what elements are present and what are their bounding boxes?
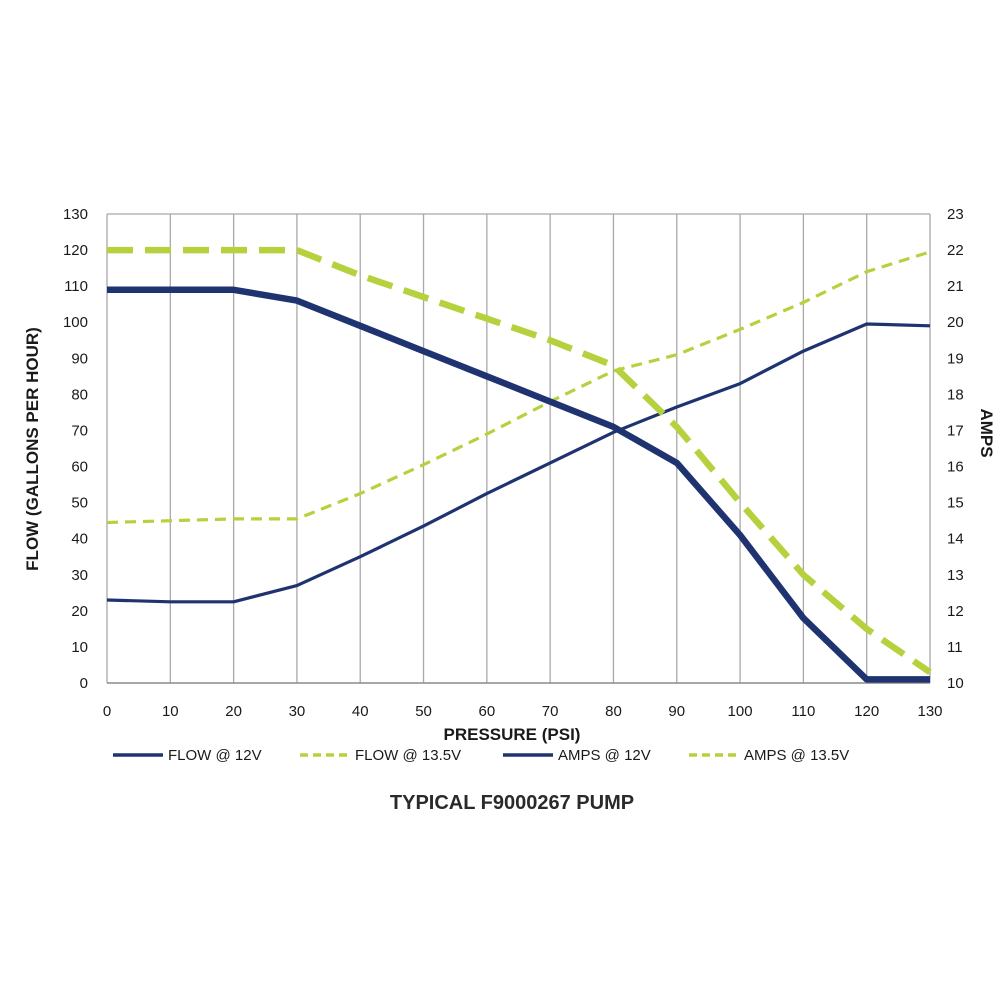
left-axis-ticks: 0 10 20 30 40 50 60 70 80 90 100 110 120 130	[63, 206, 88, 692]
y2-tick-label: 12	[947, 603, 964, 620]
x-axis-title: PRESSURE (PSI)	[444, 725, 581, 744]
x-tick-label: 10	[162, 703, 179, 720]
x-tick-label: 50	[415, 703, 432, 720]
y-tick-label: 40	[71, 531, 88, 548]
y2-tick-label: 16	[947, 459, 964, 476]
x-tick-label: 90	[668, 703, 685, 720]
y-tick-label: 10	[71, 639, 88, 656]
legend-label: AMPS @ 12V	[558, 747, 651, 764]
y-tick-label: 30	[71, 567, 88, 584]
y2-tick-label: 18	[947, 386, 964, 403]
x-tick-label: 20	[225, 703, 242, 720]
y-tick-label: 130	[63, 206, 88, 223]
y2-tick-label: 14	[947, 531, 964, 548]
x-tick-label: 40	[352, 703, 369, 720]
y-tick-label: 0	[80, 675, 88, 692]
x-tick-label: 110	[791, 703, 815, 720]
y-axis-title: FLOW (GALLONS PER HOUR)	[23, 327, 42, 571]
y-tick-label: 20	[71, 603, 88, 620]
right-axis-ticks: 10 11 12 13 14 15 16 17 18 19 20 21 22 23	[947, 206, 964, 692]
series-line-amps-13-5v	[106, 250, 931, 525]
y2-tick-label: 20	[947, 314, 964, 331]
x-tick-label: 120	[854, 703, 879, 720]
x-tick-label: 80	[605, 703, 622, 720]
y2-tick-label: 15	[947, 495, 964, 512]
y-tick-label: 70	[71, 422, 88, 439]
y-tick-label: 110	[64, 278, 88, 295]
legend: FLOW @ 12V FLOW @ 13.5V AMPS @ 12V AMPS @ 1…	[113, 747, 849, 764]
y-tick-label: 60	[71, 459, 88, 476]
y2-tick-label: 11	[947, 639, 963, 656]
y2-tick-label: 10	[947, 675, 964, 692]
y2-tick-label: 21	[947, 278, 964, 295]
y-tick-label: 50	[71, 495, 88, 512]
y-tick-label: 100	[63, 314, 88, 331]
x-tick-label: 60	[479, 703, 496, 720]
y2-tick-label: 19	[947, 350, 964, 367]
y2-tick-label: 13	[947, 567, 964, 584]
x-tick-label: 0	[103, 703, 111, 720]
series-lines	[106, 246, 932, 683]
legend-label: AMPS @ 13.5V	[744, 747, 849, 764]
y2-tick-label: 17	[947, 422, 964, 439]
y2-tick-label: 23	[947, 206, 964, 223]
legend-label: FLOW @ 13.5V	[355, 747, 461, 764]
y-tick-label: 80	[71, 386, 88, 403]
y-tick-label: 120	[63, 242, 88, 259]
series-line-flow-12v	[107, 286, 930, 683]
x-tick-label: 70	[542, 703, 559, 720]
chart-title: TYPICAL F9000267 PUMP	[390, 792, 634, 814]
series-line-flow-13-5v	[107, 246, 932, 675]
x-axis-ticks: 0 10 20 30 40 50 60 70 80 90 100 110 120 130	[103, 703, 943, 720]
x-tick-label: 100	[728, 703, 753, 720]
x-tick-label: 30	[289, 703, 306, 720]
series-line-amps-12v	[106, 322, 931, 604]
grid-lines	[106, 213, 931, 684]
x-tick-label: 130	[917, 703, 942, 720]
legend-label: FLOW @ 12V	[168, 747, 262, 764]
y-tick-label: 90	[71, 350, 88, 367]
y2-axis-title: AMPS	[977, 408, 996, 457]
y2-tick-label: 22	[947, 242, 964, 259]
